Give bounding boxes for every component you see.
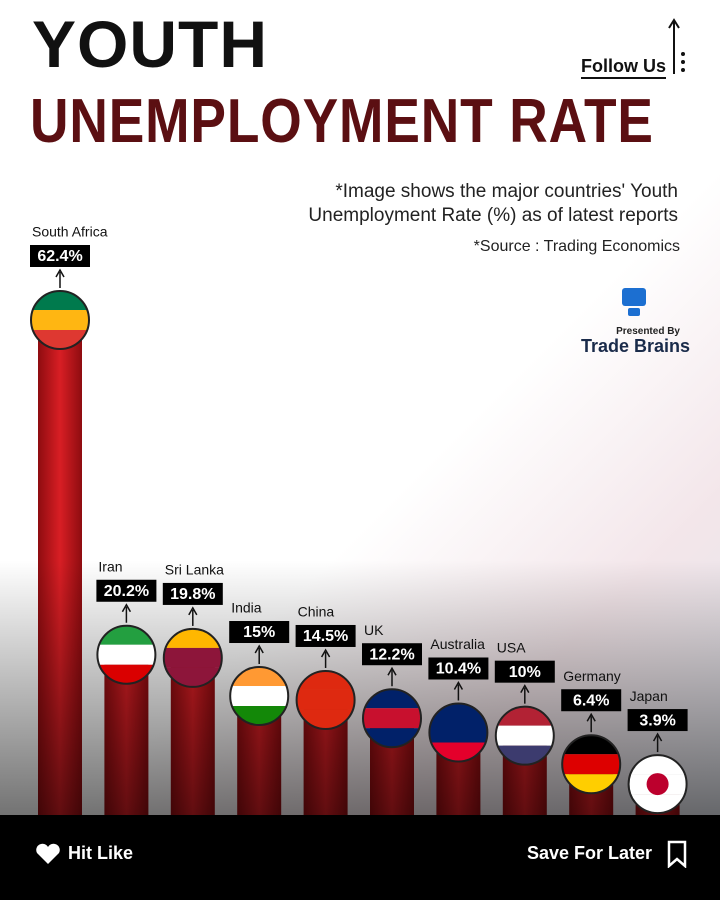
category-label: Sri Lanka xyxy=(165,562,224,578)
flag-stripe xyxy=(31,310,89,330)
value-label: 10.4% xyxy=(436,661,481,678)
like-button[interactable]: Hit Like xyxy=(68,843,134,863)
follow-button[interactable]: Follow Us xyxy=(581,56,666,79)
pointer-head xyxy=(652,732,663,742)
flag-border xyxy=(96,624,157,685)
value-label: 14.5% xyxy=(303,628,348,645)
brand-icon xyxy=(622,288,646,316)
value-label: 6.4% xyxy=(573,692,609,709)
category-label: South Africa xyxy=(32,224,108,240)
category-label: Germany xyxy=(563,668,621,684)
pointer-head xyxy=(320,648,331,658)
value-box xyxy=(561,689,622,712)
flag-stripe xyxy=(296,689,355,710)
category-label: China xyxy=(298,604,335,620)
flag-stripe xyxy=(562,754,621,775)
presented-by: Presented By xyxy=(616,326,680,337)
value-label: 12.2% xyxy=(369,646,414,663)
value-label: 15% xyxy=(243,624,275,641)
value-label: 3.9% xyxy=(639,712,675,729)
flag-border xyxy=(30,290,90,350)
flag-stripe xyxy=(495,725,554,746)
value-label: 20.2% xyxy=(104,583,149,600)
value-box xyxy=(295,624,356,647)
pointer-head xyxy=(188,606,198,616)
flag-stripe xyxy=(230,686,289,707)
flag-stripe xyxy=(363,708,421,729)
pointer-head xyxy=(586,712,596,722)
flag-border xyxy=(362,688,422,749)
flag-border xyxy=(229,666,290,727)
flag-border xyxy=(295,669,356,730)
value-box xyxy=(162,582,223,605)
flag-stripe xyxy=(429,722,488,743)
flag-stripe xyxy=(97,644,156,665)
value-box xyxy=(627,709,688,732)
follow-icon xyxy=(668,18,685,74)
category-label: UK xyxy=(364,622,384,638)
value-box xyxy=(494,660,555,683)
value-box xyxy=(96,579,157,602)
pointer-head xyxy=(387,666,397,676)
save-button[interactable]: Save For Later xyxy=(526,843,652,863)
value-box xyxy=(362,643,422,666)
flag-border xyxy=(494,705,555,766)
flag-border xyxy=(627,754,688,815)
category-label: Japan xyxy=(630,688,668,704)
category-label: USA xyxy=(497,639,526,655)
title: YOUTH xyxy=(32,7,268,81)
flag-border xyxy=(162,627,223,688)
category-label: Australia xyxy=(430,636,485,652)
pointer-head xyxy=(55,268,65,278)
title-line-2: UNEMPLOYMENT RATE xyxy=(30,87,654,156)
flag-stripe xyxy=(163,647,222,668)
flag-border xyxy=(428,702,489,763)
subtitle: *Image shows the major countries' Youth … xyxy=(308,181,678,226)
flag-disc xyxy=(646,773,669,796)
value-box xyxy=(30,245,90,267)
brand: Trade Brains xyxy=(580,336,690,356)
value-label: 19.8% xyxy=(170,586,215,603)
footer xyxy=(0,815,720,900)
value-box xyxy=(428,657,489,680)
heart-icon xyxy=(36,843,60,864)
pointer-head xyxy=(254,644,264,654)
bookmark-icon xyxy=(667,840,687,868)
value-box xyxy=(229,621,290,644)
category-label: India xyxy=(231,600,262,616)
pointer-head xyxy=(520,684,530,694)
flag-border xyxy=(561,734,622,795)
value-label: 62.4% xyxy=(37,248,82,265)
pointer-head xyxy=(453,680,464,690)
source: *Source : Trading Economics xyxy=(473,238,680,255)
value-label: 10% xyxy=(509,664,541,681)
category-label: Iran xyxy=(98,558,122,574)
pointer-head xyxy=(121,603,132,613)
